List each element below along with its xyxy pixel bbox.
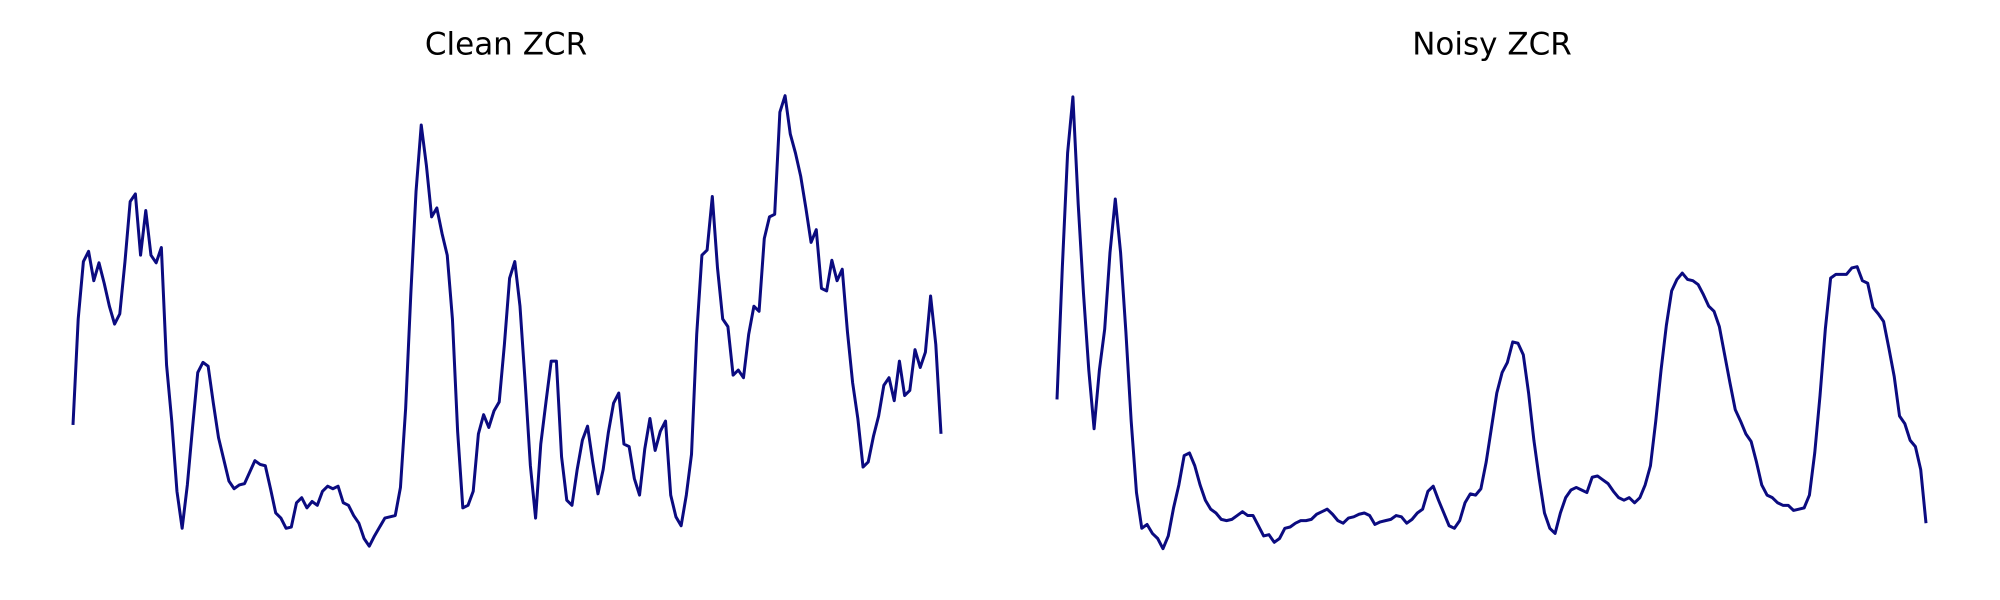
chart-title: Clean ZCR xyxy=(425,27,587,63)
line-series xyxy=(1055,95,1928,551)
line-series xyxy=(71,94,943,548)
chart-title: Noisy ZCR xyxy=(1412,27,1572,63)
